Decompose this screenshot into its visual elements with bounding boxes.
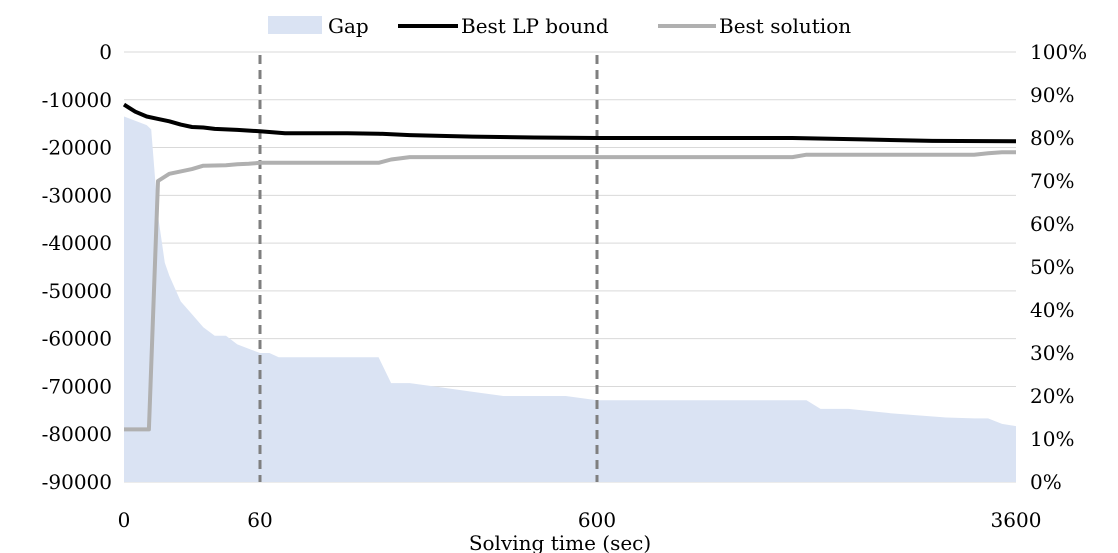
right-tick-label: 80% xyxy=(1030,126,1074,150)
series-gap-area xyxy=(124,116,1016,482)
legend: Gap Best LP bound Best solution xyxy=(268,14,851,38)
left-tick-label: -90000 xyxy=(42,470,112,494)
right-axis-tick-labels: 100% 90% 80% 70% 60% 50% 40% 30% 20% 10% 0% xyxy=(1030,40,1087,494)
left-tick-label: -20000 xyxy=(42,136,112,160)
right-tick-label: 60% xyxy=(1030,212,1074,236)
series-lines-layer xyxy=(122,102,1017,432)
x-axis-title: Solving time (sec) xyxy=(469,531,651,553)
right-tick-label: 30% xyxy=(1030,341,1074,365)
left-tick-label: -60000 xyxy=(42,327,112,351)
left-tick-label: -10000 xyxy=(42,88,112,112)
series-best-lp-bound-line xyxy=(122,102,1017,144)
legend-best-solution-label: Best solution xyxy=(719,14,851,38)
right-tick-label: 20% xyxy=(1030,384,1074,408)
left-tick-label: -70000 xyxy=(42,374,112,398)
reference-lines xyxy=(258,55,599,482)
x-axis-tick-labels: 0 60 600 3600 xyxy=(118,508,1042,532)
right-tick-label: 70% xyxy=(1030,169,1074,193)
right-tick-label: 100% xyxy=(1030,40,1087,64)
left-tick-label: -40000 xyxy=(42,231,112,255)
x-tick-label: 60 xyxy=(247,508,272,532)
left-axis-tick-labels: 0 -10000 -20000 -30000 -40000 -50000 -60000 -70… xyxy=(42,40,112,494)
right-tick-label: 90% xyxy=(1030,83,1074,107)
x-tick-label: 600 xyxy=(578,508,616,532)
x-tick-label: 0 xyxy=(118,508,131,532)
left-tick-label: -50000 xyxy=(42,279,112,303)
left-tick-label: -30000 xyxy=(42,183,112,207)
right-tick-label: 40% xyxy=(1030,298,1074,322)
x-tick-label: 3600 xyxy=(991,508,1042,532)
series-best-solution-line xyxy=(124,150,1016,432)
right-tick-label: 50% xyxy=(1030,255,1074,279)
left-tick-label: 0 xyxy=(99,40,112,64)
gap-area-layer xyxy=(124,116,1016,482)
right-tick-label: 10% xyxy=(1030,427,1074,451)
legend-gap-label: Gap xyxy=(328,14,369,38)
legend-lp-bound-label: Best LP bound xyxy=(461,14,609,38)
left-tick-label: -80000 xyxy=(42,422,112,446)
legend-gap-swatch xyxy=(268,16,322,34)
right-tick-label: 0% xyxy=(1030,470,1062,494)
